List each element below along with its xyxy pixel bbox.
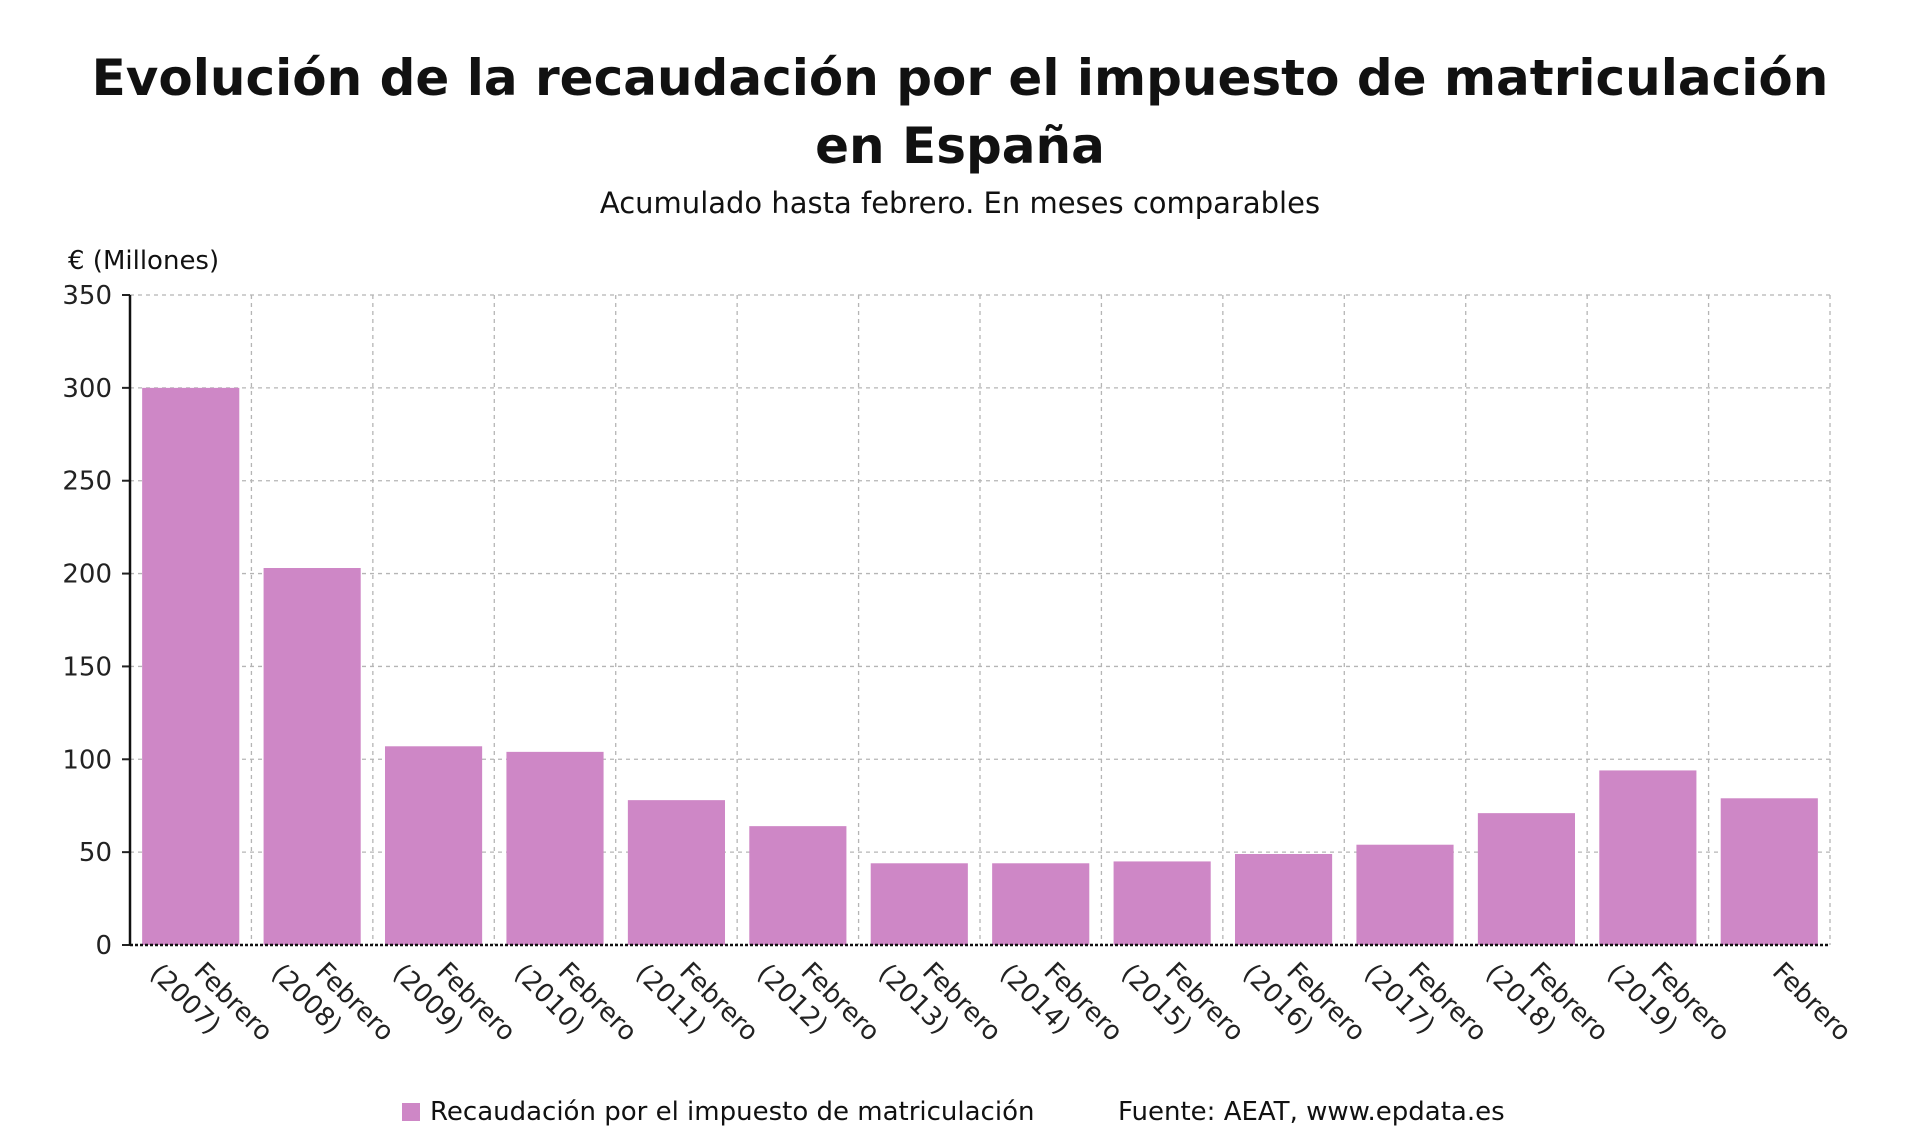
y-tick-label: 100	[62, 745, 112, 775]
y-tick-label: 250	[62, 467, 112, 497]
x-tick-label: Febrero	[1766, 957, 1857, 1048]
x-tick-label: Febrero(2008)	[265, 936, 399, 1070]
y-tick-labels: 0 50 100 150 200 250 300 350	[62, 281, 112, 961]
bars	[142, 387, 1818, 945]
bar	[992, 863, 1090, 945]
y-tick-label: 150	[62, 652, 112, 682]
x-tick-label: Febrero(2009)	[387, 936, 521, 1070]
y-axis-label: € (Millones)	[68, 246, 220, 276]
chart-subtitle: Acumulado hasta febrero. En meses compar…	[599, 186, 1321, 220]
x-tick-label: Febrero(2014)	[994, 936, 1128, 1070]
bar	[627, 800, 725, 945]
legend: Recaudación por el impuesto de matricula…	[402, 1097, 1035, 1127]
bar	[1356, 844, 1454, 945]
x-tick-label: Febrero(2018)	[1479, 936, 1613, 1070]
x-tick-label: Febrero(2019)	[1601, 936, 1735, 1070]
bar	[263, 568, 361, 945]
x-tick-labels: Febrero(2007) Febrero(2008) Febrero(2009) F…	[144, 936, 1857, 1070]
bar	[385, 746, 483, 945]
legend-swatch	[402, 1103, 420, 1121]
y-tick-label: 300	[62, 374, 112, 404]
x-tick-label: Febrero(2010)	[508, 936, 642, 1070]
axes	[122, 294, 1830, 947]
bar	[1477, 813, 1575, 945]
y-tick-label: 200	[62, 560, 112, 590]
x-tick-label: Febrero(2013)	[872, 936, 1006, 1070]
bar	[1235, 854, 1333, 945]
x-tick-label: Febrero(2015)	[1115, 936, 1249, 1070]
bar	[506, 751, 604, 945]
bar	[870, 863, 968, 945]
x-tick-label: Febrero(2016)	[1237, 936, 1371, 1070]
bar	[1720, 798, 1818, 945]
bar	[142, 387, 240, 945]
x-tick-label: Febrero(2007)	[144, 936, 278, 1070]
bar	[1599, 770, 1697, 945]
source-note: Fuente: AEAT, www.epdata.es	[1118, 1097, 1505, 1127]
x-tick-label-line: Febrero	[1766, 957, 1857, 1048]
chart-title: Evolución de la recaudación por el impue…	[91, 49, 1829, 175]
x-tick-label: Febrero(2017)	[1358, 936, 1492, 1070]
bar	[1113, 861, 1211, 945]
x-tick-label: Febrero(2011)	[629, 936, 763, 1070]
y-tick-label: 350	[62, 281, 112, 311]
legend-label: Recaudación por el impuesto de matricula…	[430, 1097, 1035, 1127]
x-tick-label: Febrero(2012)	[751, 936, 885, 1070]
y-tick-label: 50	[79, 838, 112, 868]
bar	[749, 826, 847, 945]
y-tick-label: 0	[95, 931, 112, 961]
